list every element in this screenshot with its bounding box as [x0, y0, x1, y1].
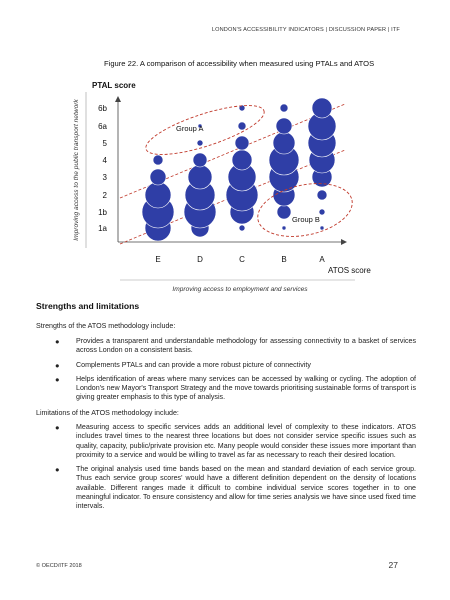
strength-text: Helps identification of areas where many…	[76, 374, 416, 402]
strengths-list: ● Provides a transparent and understandab…	[36, 337, 416, 408]
bubble	[196, 139, 204, 147]
x-tick-label: E	[155, 255, 160, 264]
bubble	[231, 149, 253, 171]
y-tick-label: 2	[103, 191, 108, 200]
x-axis-side-label: Improving access to employment and servi…	[172, 286, 308, 293]
y-axis-arrow-icon	[115, 96, 121, 102]
y-tick-label: 1a	[98, 224, 107, 233]
bubble	[152, 154, 164, 166]
x-axis-title: ATOS score	[328, 266, 371, 275]
bubble	[275, 117, 293, 135]
bubble	[318, 208, 326, 216]
strength-item: ● Helps identification of areas where man…	[36, 375, 416, 403]
bullet-icon: ●	[55, 360, 60, 370]
limitation-item: ● The original analysis used time bands b…	[36, 465, 416, 511]
y-tick-labels: 1a 1b 2 3 4 5 6a 6b	[98, 104, 107, 233]
bubble	[197, 123, 203, 129]
limitations-list: ● Measuring access to specific services a…	[36, 423, 416, 517]
bubble	[319, 225, 325, 231]
bubble	[187, 164, 213, 190]
x-tick-label: A	[319, 255, 325, 264]
bubble	[234, 135, 250, 151]
bubble	[316, 189, 328, 201]
y-tick-label: 4	[103, 156, 108, 165]
bubble	[192, 152, 208, 168]
x-tick-label: B	[281, 255, 286, 264]
strengths-intro: Strengths of the ATOS methodology includ…	[36, 322, 176, 330]
y-tick-label: 6a	[98, 122, 107, 131]
bubble	[272, 131, 296, 155]
y-tick-label: 5	[103, 139, 108, 148]
group-b-ellipse	[257, 183, 353, 237]
footer-copyright: © OECD/ITF 2018	[36, 563, 82, 569]
bubble	[238, 224, 246, 232]
bubble	[237, 121, 247, 131]
limitations-intro: Limitations of the ATOS methodology incl…	[36, 409, 179, 417]
axes	[85, 92, 355, 281]
y-tick-label: 3	[103, 173, 108, 182]
strength-item: ● Provides a transparent and understandab…	[36, 337, 416, 356]
bubble	[279, 103, 289, 113]
y-tick-label: 6b	[98, 104, 107, 113]
y-axis-title: PTAL score	[92, 81, 136, 90]
y-axis-side-label: Improving access to the public transport…	[73, 99, 80, 241]
bullet-icon: ●	[55, 423, 60, 432]
x-axis-arrow-icon	[341, 239, 347, 245]
x-tick-label: D	[197, 255, 203, 264]
bubble	[311, 97, 333, 119]
bubble	[144, 181, 172, 209]
y-tick-label: 1b	[98, 208, 107, 217]
bubble-chart: PTAL score Improving access to the publi…	[73, 81, 371, 293]
bubble	[149, 168, 167, 186]
bullet-icon: ●	[55, 337, 60, 346]
group-annotations: Group A Group B	[145, 105, 353, 237]
bubble-series	[141, 97, 337, 242]
page-number: 27	[388, 560, 398, 570]
bubble	[276, 204, 292, 220]
x-tick-label: C	[239, 255, 245, 264]
strength-text: Provides a transparent and understandabl…	[76, 337, 416, 355]
bubble	[238, 104, 246, 112]
bullet-icon: ●	[55, 465, 60, 475]
bullet-icon: ●	[55, 374, 60, 384]
bubble	[281, 225, 287, 231]
figure-caption: Figure 22. A comparison of accessibility…	[104, 59, 375, 68]
limitation-item: ● Measuring access to specific services a…	[36, 423, 416, 460]
limitation-text: Measuring access to specific services ad…	[76, 423, 416, 459]
group-a-ellipse	[145, 105, 265, 155]
group-b-label: Group B	[292, 215, 320, 224]
strength-item: ● Complements PTALs and can provide a mor…	[36, 361, 416, 370]
limitation-text: The original analysis used time bands ba…	[76, 465, 416, 511]
running-header: LONDON'S ACCESSIBILITY INDICATORS | DISC…	[211, 27, 400, 33]
group-a-label: Group A	[176, 124, 204, 133]
section-heading: Strengths and limitations	[36, 301, 140, 311]
strength-text: Complements PTALs and can provide a more…	[76, 360, 311, 369]
